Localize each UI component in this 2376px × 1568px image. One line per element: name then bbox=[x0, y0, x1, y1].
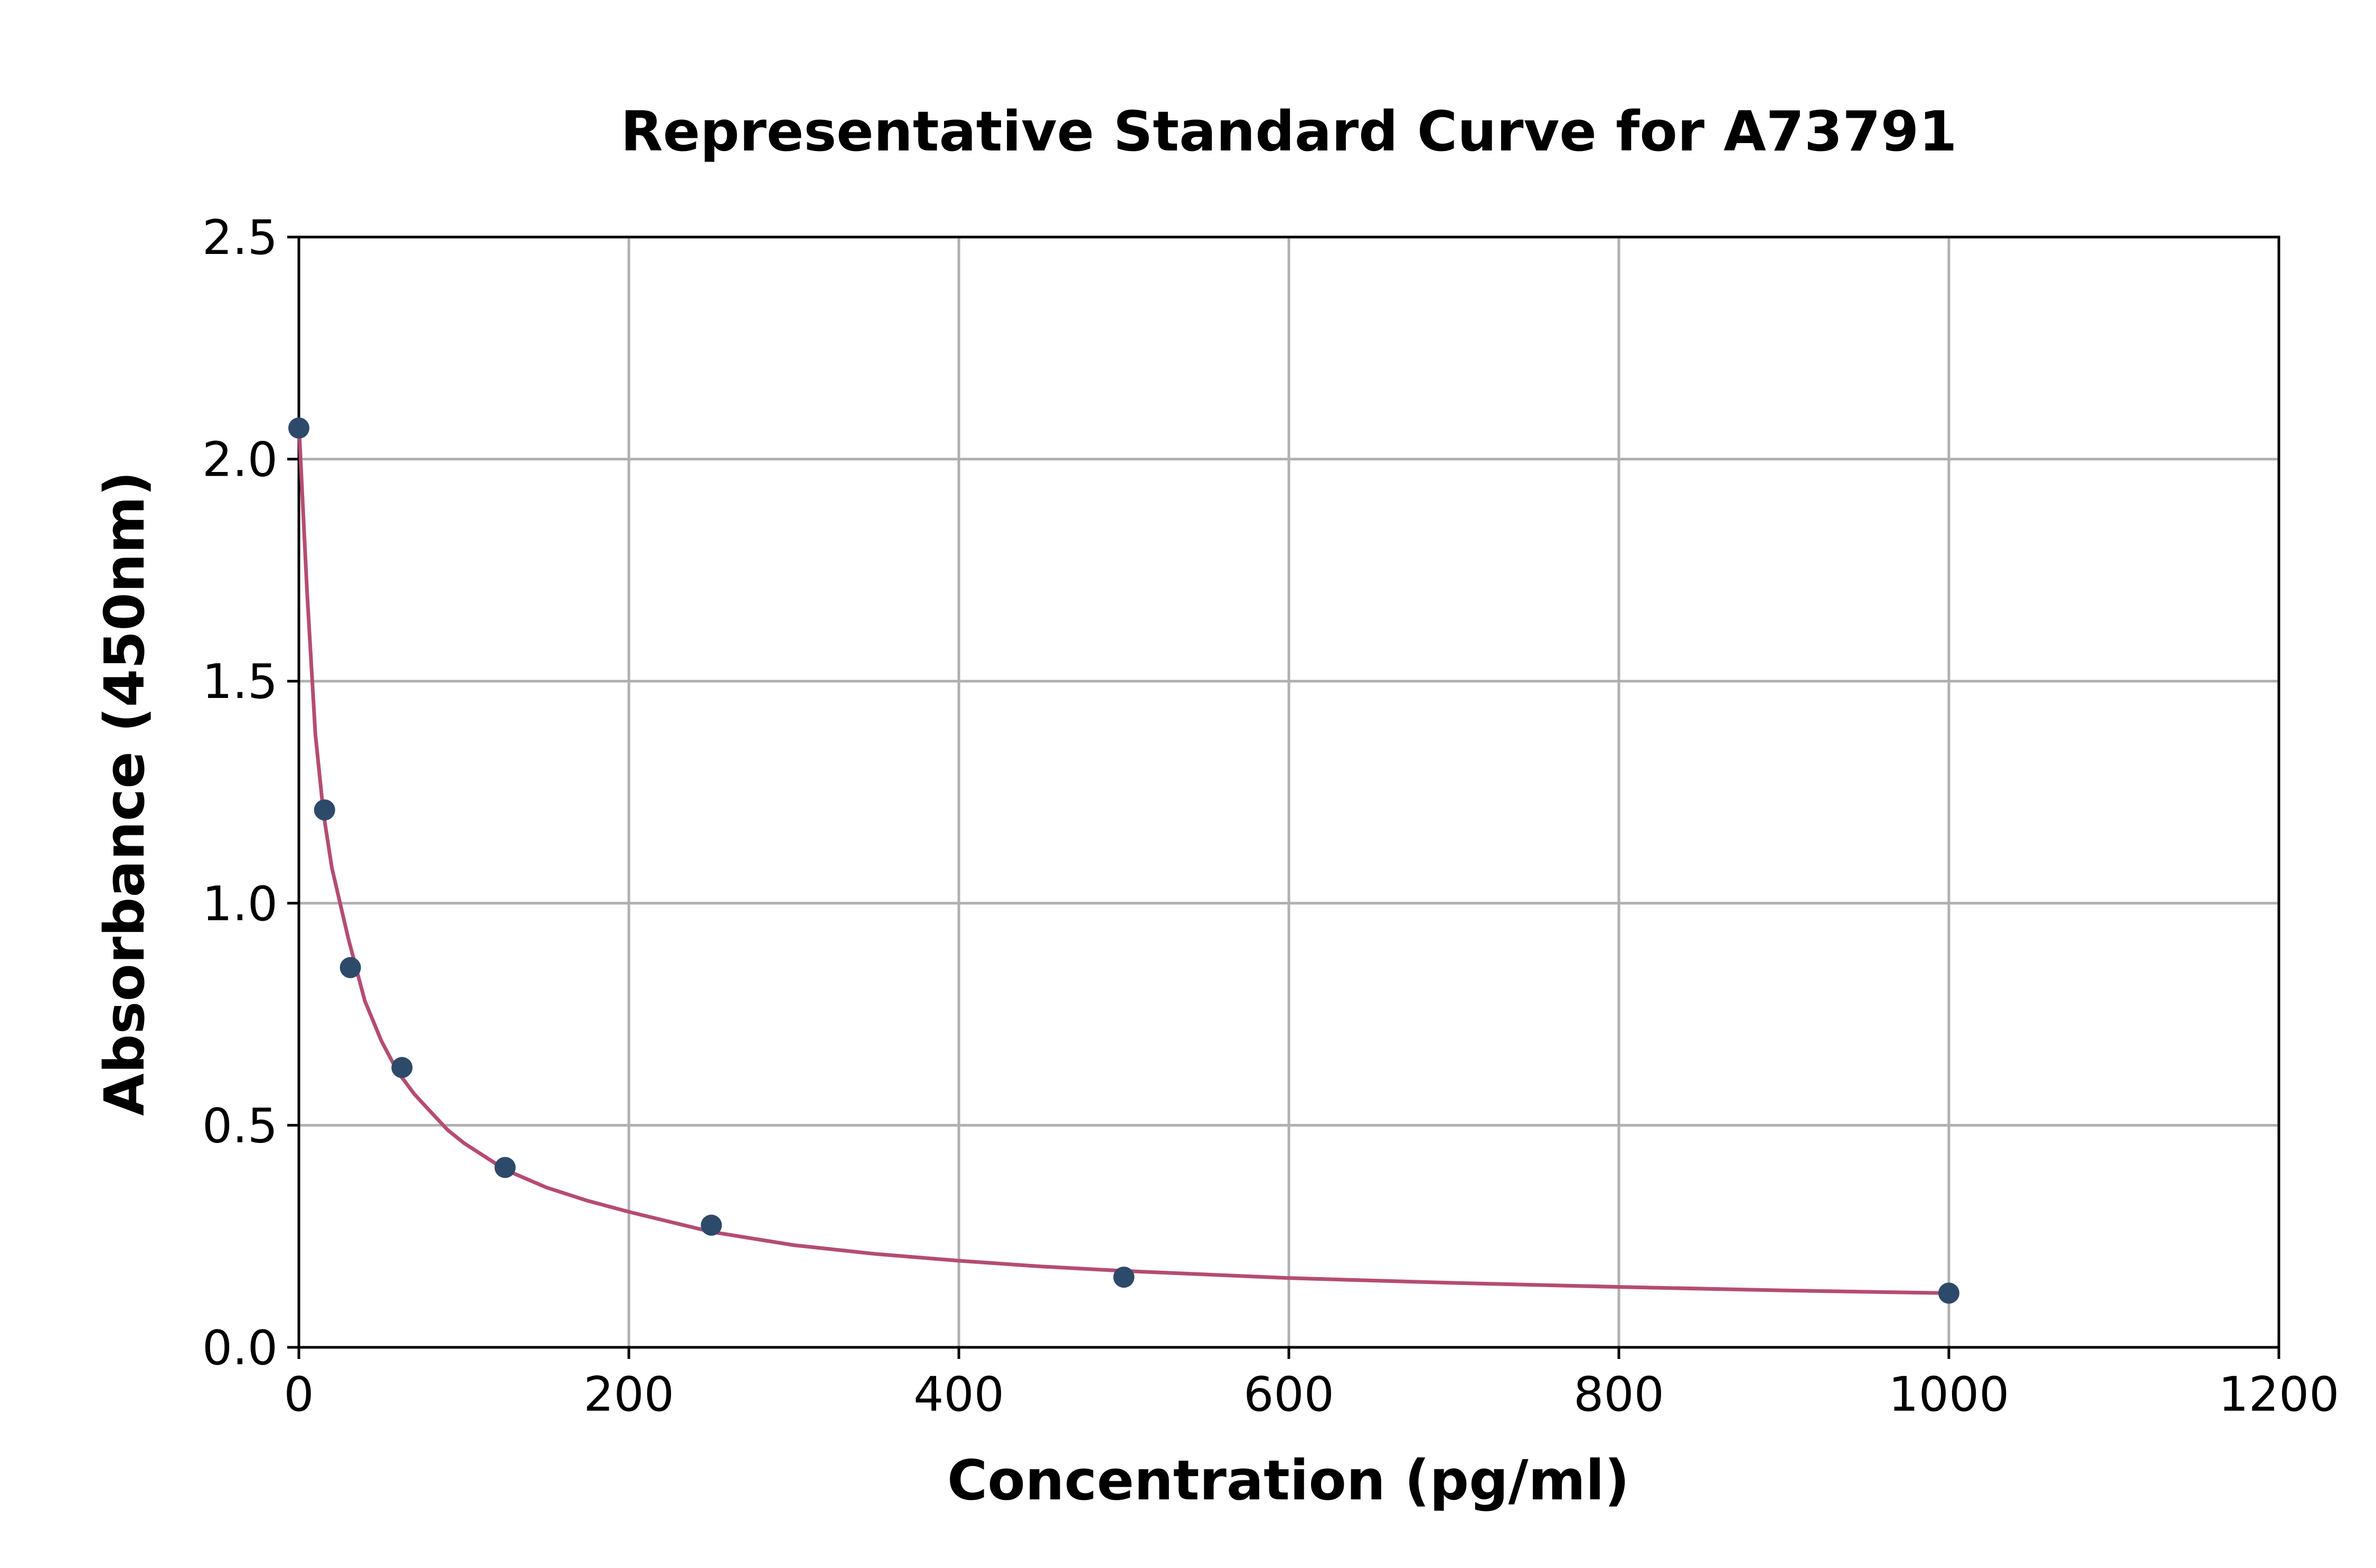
data-point bbox=[701, 1214, 722, 1236]
data-point bbox=[288, 417, 309, 439]
plot-frame bbox=[297, 235, 2280, 1349]
grid bbox=[297, 235, 2280, 1349]
fit-curve bbox=[297, 423, 1949, 1295]
y-tick-label: 2.0 bbox=[202, 432, 278, 488]
x-tick-label: 600 bbox=[1243, 1367, 1334, 1422]
x-tick-label: 200 bbox=[583, 1367, 674, 1422]
x-tick-label: 1200 bbox=[2218, 1367, 2339, 1422]
y-tick-label: 2.5 bbox=[202, 210, 278, 266]
data-point bbox=[1938, 1282, 1959, 1304]
x-tick-label: 0 bbox=[284, 1367, 314, 1422]
tick-labels: 0 200 400 600 800 1000 1200 0.0 0.5 1.0 1.5 2.0 2.5 bbox=[202, 210, 2340, 1422]
data-points bbox=[288, 417, 1959, 1304]
axes bbox=[287, 235, 2280, 1359]
y-tick-label: 1.5 bbox=[202, 654, 278, 710]
x-axis-label: Concentration (pg/ml) bbox=[947, 1448, 1629, 1513]
fit-curve-line bbox=[297, 423, 1949, 1295]
y-tick-label: 1.0 bbox=[202, 876, 278, 932]
data-point bbox=[1113, 1267, 1135, 1288]
data-point bbox=[391, 1057, 413, 1079]
y-tick-label: 0.5 bbox=[202, 1098, 278, 1154]
data-point bbox=[340, 957, 361, 978]
chart-title: Representative Standard Curve for A73791 bbox=[620, 99, 1957, 164]
x-tick-label: 800 bbox=[1573, 1367, 1664, 1422]
y-axis-label: Absorbance (450nm) bbox=[92, 471, 157, 1116]
data-point bbox=[314, 799, 335, 821]
y-tick-label: 0.0 bbox=[202, 1320, 278, 1376]
data-point bbox=[494, 1157, 516, 1178]
x-tick-label: 1000 bbox=[1888, 1367, 2009, 1422]
x-tick-label: 400 bbox=[913, 1367, 1004, 1422]
